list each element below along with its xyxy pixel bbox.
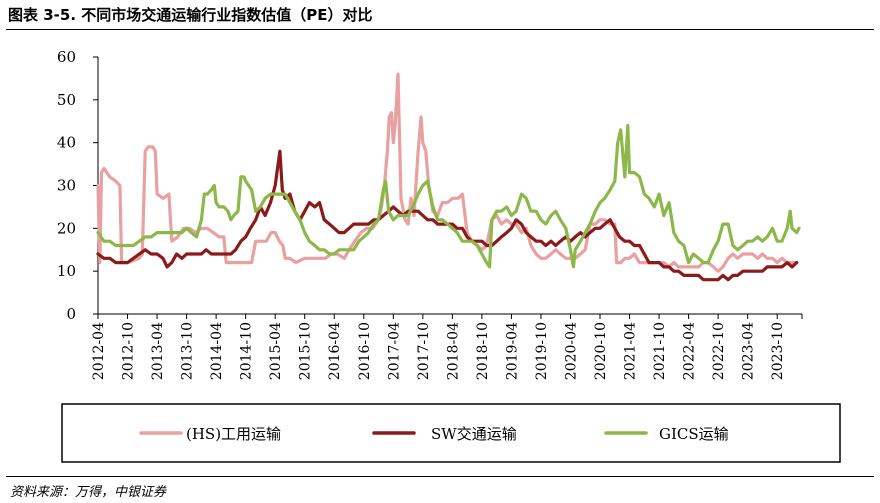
y-tick-label: 60 <box>57 48 76 66</box>
x-tick-label: 2021-10 <box>652 322 668 380</box>
x-tick-label: 2021-04 <box>623 322 639 380</box>
y-tick-label: 0 <box>66 305 76 323</box>
title-divider <box>6 29 874 30</box>
source-divider <box>6 476 874 477</box>
x-tick-label: 2018-04 <box>445 322 461 380</box>
x-tick-label: 2018-10 <box>475 322 491 380</box>
y-tick-label: 30 <box>57 177 76 195</box>
series-layer <box>96 72 801 282</box>
x-tick-label: 2020-04 <box>563 322 579 380</box>
legend: (HS)工用运输 SW交通运输 GICS运输 <box>61 403 841 463</box>
x-tick-label: 2020-10 <box>593 322 609 380</box>
legend-label-hs: (HS)工用运输 <box>186 425 281 443</box>
x-tick-label: 2013-04 <box>150 322 166 380</box>
y-tick-label: 40 <box>57 134 76 152</box>
x-tick-label: 2016-04 <box>327 322 343 380</box>
x-tick-label: 2016-10 <box>357 322 373 380</box>
legend-label-sw: SW交通运输 <box>431 425 517 443</box>
x-tick-label: 2015-10 <box>298 322 314 380</box>
figure-title: 图表 3-5. 不同市场交通运输行业指数估值（PE）对比 <box>8 6 373 24</box>
y-tick-label: 20 <box>57 219 76 237</box>
legend-label-gics: GICS运输 <box>659 425 729 443</box>
series-line-hs <box>96 72 799 273</box>
chart-axes: 0 10 20 30 40 50 60 2012-04 2012-10 2013-04 2013-1… <box>57 48 803 380</box>
x-tick-label: 2022-04 <box>682 322 698 380</box>
x-tick-label: 2019-10 <box>534 322 550 380</box>
y-tick-label: 10 <box>57 262 76 280</box>
x-tick-label: 2019-04 <box>504 322 520 380</box>
x-tick-label: 2012-10 <box>121 322 137 380</box>
x-tick-label: 2023-04 <box>741 322 757 380</box>
x-tick-label: 2022-10 <box>711 322 727 380</box>
x-tick-label: 2017-04 <box>386 322 402 380</box>
y-tick-label: 50 <box>57 91 76 109</box>
x-tick-label: 2013-10 <box>180 322 196 380</box>
series-line-gics <box>96 123 801 269</box>
x-tick-label: 2015-04 <box>268 322 284 380</box>
legend-box <box>61 403 841 463</box>
source-note: 资料来源：万得，中银证券 <box>10 485 167 500</box>
x-tick-label: 2017-10 <box>416 322 432 380</box>
x-tick-label: 2012-04 <box>91 322 107 380</box>
x-tick-label: 2023-10 <box>770 322 786 380</box>
x-tick-label: 2014-04 <box>209 322 225 380</box>
x-tick-label: 2014-10 <box>239 322 255 380</box>
